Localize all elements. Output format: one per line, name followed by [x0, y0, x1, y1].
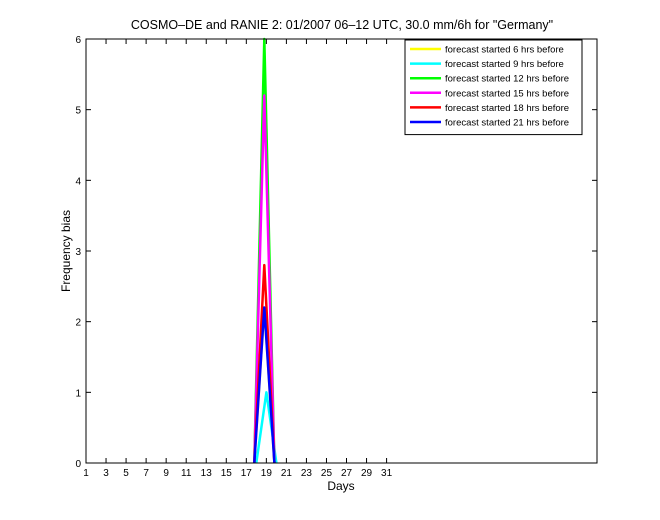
- legend-box: [404, 39, 583, 136]
- x-tick-label: 21: [281, 468, 293, 479]
- x-tick-label: 17: [241, 468, 253, 479]
- legend-label: forecast started 15 hrs before: [445, 88, 569, 99]
- y-axis-label: Frequency bias: [59, 210, 73, 292]
- x-tick-label: 5: [123, 468, 129, 479]
- x-tick-label: 7: [143, 468, 149, 479]
- legend-label: forecast started 9 hrs before: [445, 59, 564, 70]
- y-tick-label: 2: [75, 318, 81, 329]
- plot-series: [253, 37, 278, 464]
- y-axis-ticks: 0 1 2 3 4 5 6: [75, 35, 597, 470]
- x-tick-label: 1: [83, 468, 89, 479]
- chart-title: COSMO–DE and RANIE 2: 01/2007 06–12 UTC,…: [131, 18, 553, 32]
- series-line-4: [253, 94, 276, 464]
- x-tick-label: 11: [181, 468, 192, 479]
- legend-label: forecast started 12 hrs before: [445, 74, 569, 85]
- y-tick-label: 6: [75, 35, 81, 46]
- y-tick-label: 0: [75, 459, 81, 470]
- x-tick-label: 31: [381, 468, 393, 479]
- y-tick-label: 5: [75, 106, 81, 117]
- x-tick-label: 9: [163, 468, 169, 479]
- x-tick-label: 19: [261, 468, 273, 479]
- y-tick-label: 3: [75, 247, 81, 258]
- x-tick-label: 23: [301, 468, 313, 479]
- x-tick-label: 29: [361, 468, 373, 479]
- x-tick-label: 15: [221, 468, 233, 479]
- x-tick-label: 25: [321, 468, 333, 479]
- series-line-6: [253, 306, 276, 464]
- legend: forecast started 6 hrs before forecast st…: [404, 39, 583, 136]
- y-tick-label: 1: [75, 388, 81, 399]
- x-tick-label: 3: [103, 468, 109, 479]
- legend-label: forecast started 21 hrs before: [445, 118, 569, 129]
- legend-label: forecast started 6 hrs before: [445, 45, 564, 56]
- x-axis-ticks: 1 3 5 7 9 11 13 15 17 19 21 23 25 27 29 31: [83, 39, 393, 479]
- x-axis-label: Days: [327, 479, 354, 493]
- x-tick-label: 27: [341, 468, 353, 479]
- y-tick-label: 4: [75, 176, 81, 187]
- x-tick-label: 13: [201, 468, 213, 479]
- legend-label: forecast started 18 hrs before: [445, 103, 569, 114]
